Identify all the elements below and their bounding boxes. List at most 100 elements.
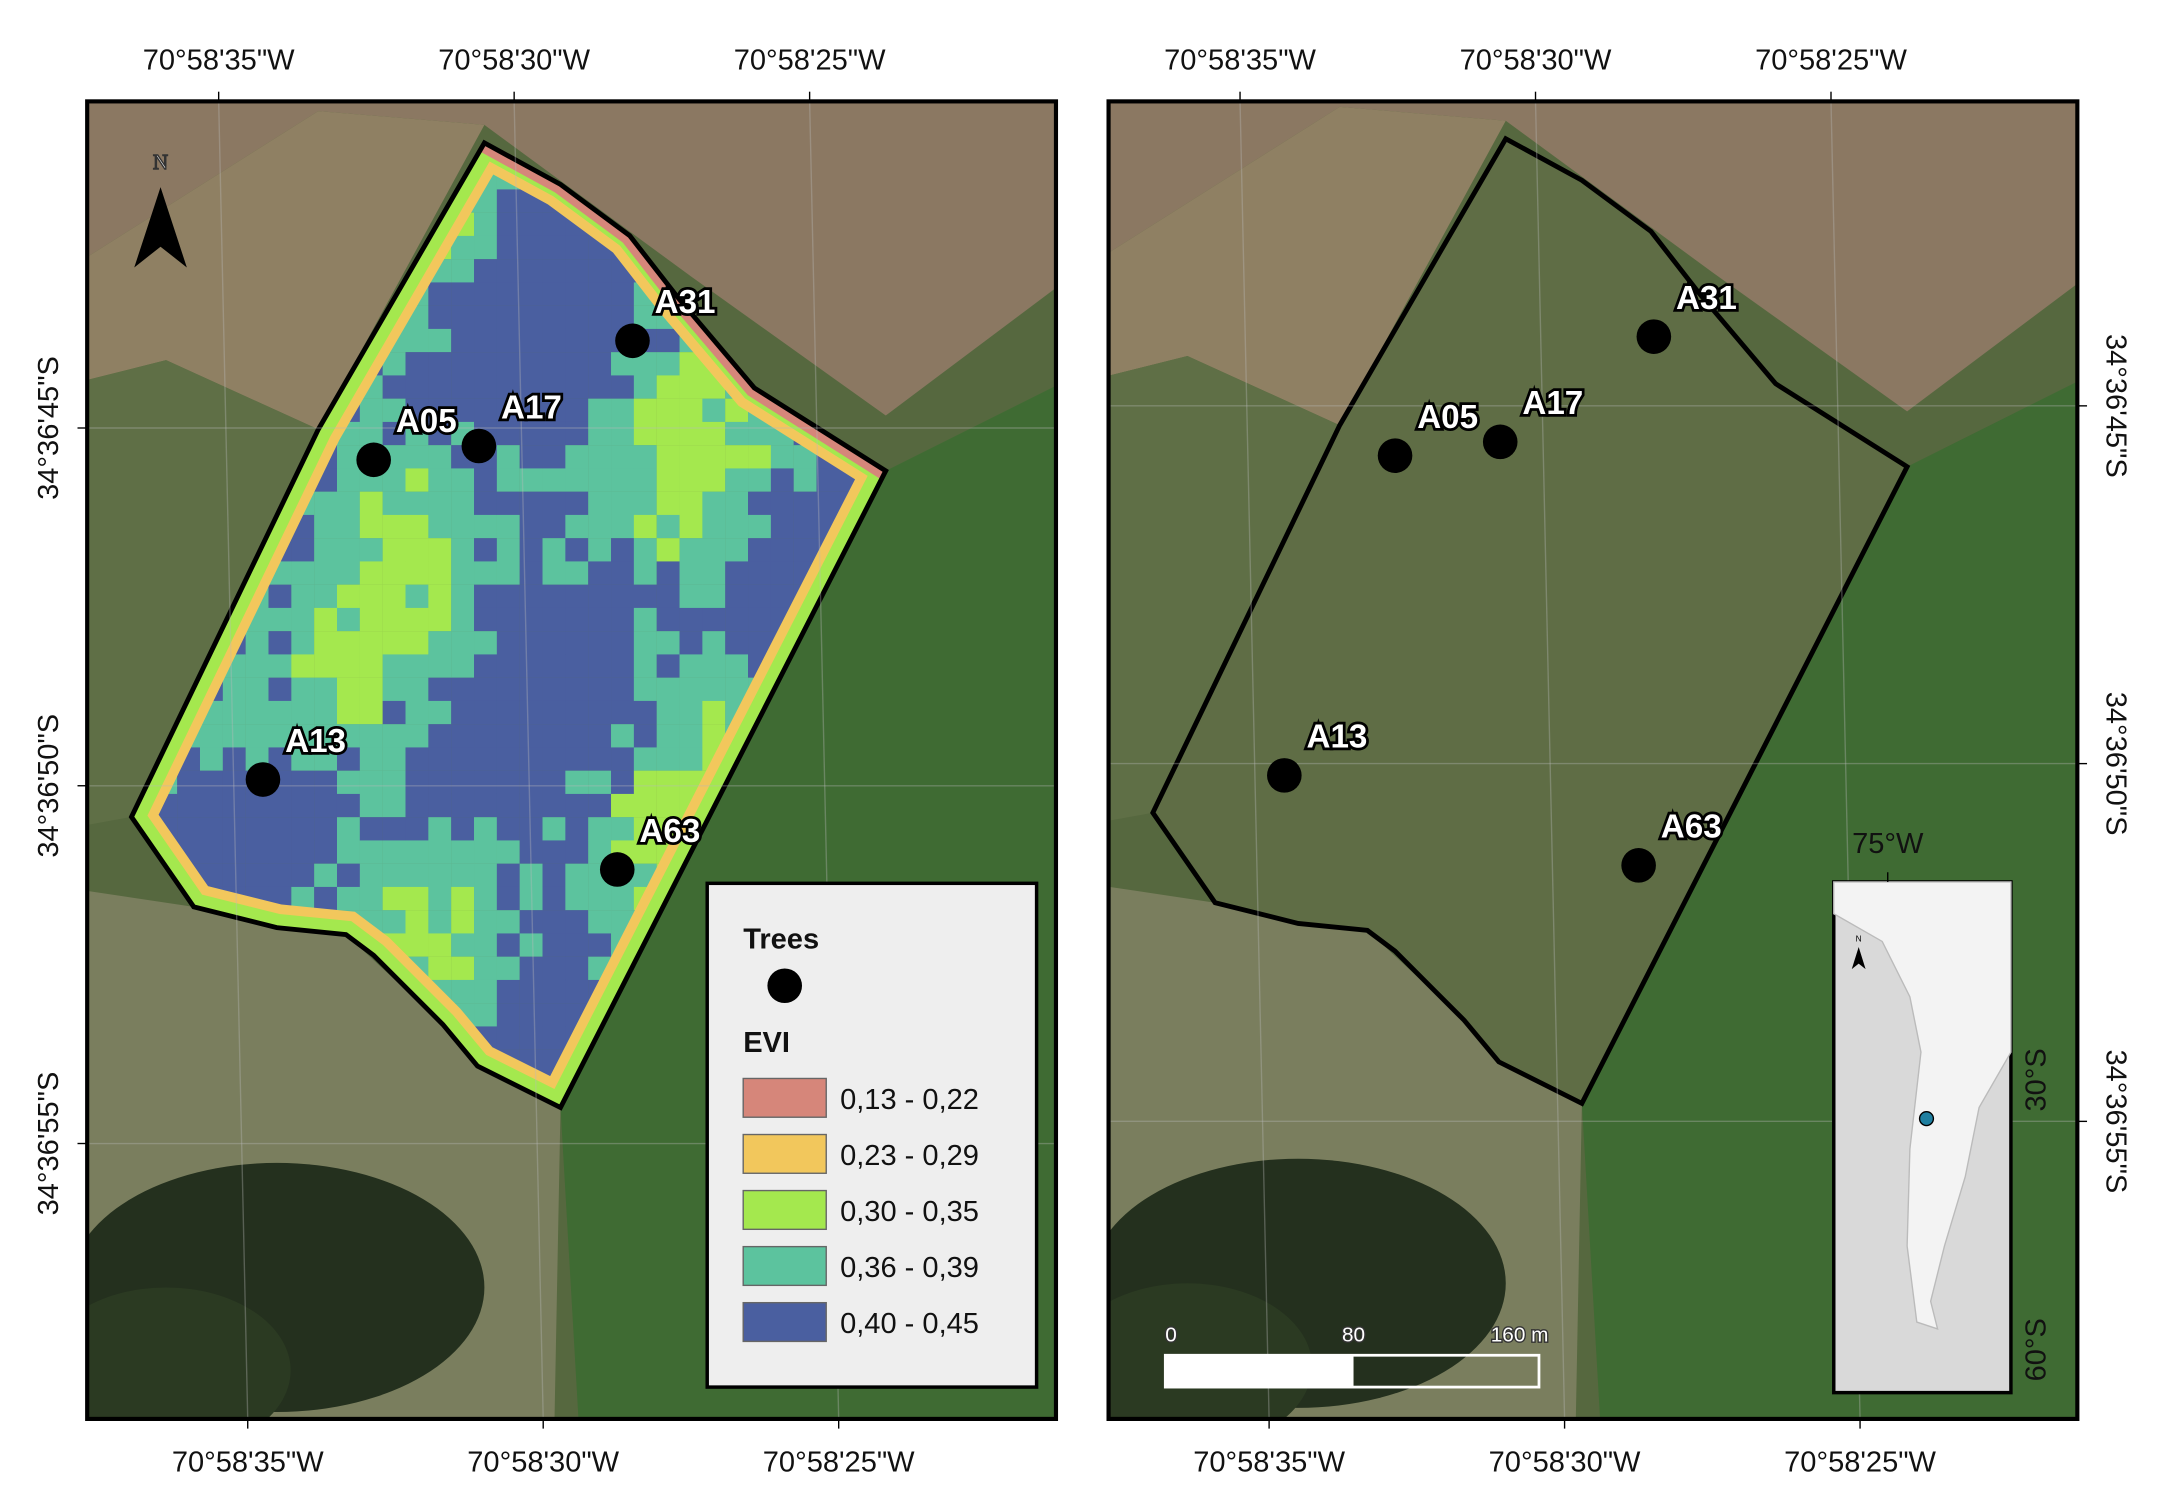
evi-cell (565, 421, 589, 446)
evi-cell (359, 886, 383, 911)
evi-cell (474, 793, 497, 818)
top-label: 70°58'30"W (1460, 45, 1612, 77)
tree-point (599, 852, 635, 887)
evi-cell (314, 793, 338, 818)
evi-cell (496, 421, 520, 446)
evi-cell (679, 677, 703, 702)
evi-cell (382, 561, 406, 585)
evi-cell (611, 305, 634, 330)
evi-cell (519, 863, 543, 888)
evi-cell (679, 561, 703, 585)
evi-cell (268, 654, 292, 678)
top-label: 70°58'30"W (438, 45, 590, 77)
evi-cell (428, 724, 452, 748)
evi-cell (679, 421, 703, 446)
evi-cell (725, 491, 749, 516)
evi-cell (336, 863, 360, 888)
evi-cell (770, 468, 794, 492)
tree-point (615, 323, 650, 359)
evi-cell (451, 886, 475, 911)
evi-cell (633, 445, 657, 469)
evi-cell (474, 770, 497, 795)
evi-cell (565, 282, 589, 306)
evi-cell (816, 491, 840, 516)
evi-cell (199, 747, 223, 771)
evi-cell (519, 933, 543, 957)
evi-cell (611, 445, 634, 469)
evi-cell (496, 724, 520, 748)
evi-cell (451, 631, 475, 655)
evi-cell (474, 910, 497, 934)
evi-cell (542, 398, 566, 423)
evi-cell (770, 584, 794, 609)
evi-cell (565, 724, 589, 748)
legend-swatch (742, 1189, 827, 1231)
evi-cell (588, 770, 612, 795)
evi-cell (565, 328, 589, 353)
evi-cell (336, 677, 360, 702)
evi-cell (565, 747, 589, 771)
evi-cell (588, 561, 612, 585)
evi-cell (336, 886, 360, 911)
evi-cell (542, 677, 566, 702)
side-label: 34°36'45"S (2099, 334, 2131, 478)
evi-cell (565, 445, 589, 469)
evi-cell (451, 328, 475, 353)
evi-cell (451, 770, 475, 795)
evi-cell (565, 700, 589, 725)
evi-cell (314, 724, 338, 748)
tree-point (245, 762, 281, 797)
evi-cell (748, 491, 772, 516)
evi-cell (268, 793, 292, 818)
evi-cell (474, 817, 497, 841)
evi-cell (428, 445, 452, 469)
evi-cell (816, 468, 840, 492)
bottom-label: 70°58'25"W (1784, 1447, 1936, 1479)
evi-cell (291, 561, 315, 585)
evi-cell (405, 375, 429, 399)
evi-cell (474, 886, 497, 911)
evi-cell (611, 561, 634, 585)
evi-cell (451, 700, 475, 725)
evi-cell (611, 491, 634, 516)
evi-cell (542, 421, 566, 446)
scale-label: 160 m (1491, 1323, 1549, 1346)
evi-cell (519, 747, 543, 771)
evi-cell (611, 770, 634, 795)
evi-cell (588, 793, 612, 818)
evi-cell (314, 770, 338, 795)
evi-cell (451, 677, 475, 702)
evi-cell (314, 840, 338, 864)
panel-frame (85, 99, 1059, 1421)
evi-cell (359, 654, 383, 678)
evi-cell (565, 979, 589, 1004)
evi-cell (542, 445, 566, 469)
evi-cell (428, 840, 452, 864)
evi-cell (519, 793, 543, 818)
evi-cell (336, 724, 360, 748)
evi-cell (428, 375, 452, 399)
evi-cell (519, 514, 543, 539)
evi-cell (451, 817, 475, 841)
evi-cell (702, 631, 726, 655)
evi-cell (496, 235, 520, 260)
evi-cell (496, 375, 520, 399)
evi-cell (314, 654, 338, 678)
evi-cell (268, 677, 292, 702)
evi-cell (451, 607, 475, 632)
evi-cell (679, 538, 703, 562)
evi-cell (519, 538, 543, 562)
evi-cell (633, 398, 657, 423)
evi-cell (633, 561, 657, 585)
evi-cell (633, 840, 657, 864)
evi-cell (588, 700, 612, 725)
evi-cell (382, 817, 406, 841)
evi-cell (656, 700, 680, 725)
evi-cell (588, 282, 612, 306)
evi-cell (474, 398, 497, 423)
evi-cell (519, 886, 543, 911)
evi-cell (611, 584, 634, 609)
evi-cell (474, 724, 497, 748)
evi-cell (496, 886, 520, 911)
evi-cell (268, 747, 292, 771)
